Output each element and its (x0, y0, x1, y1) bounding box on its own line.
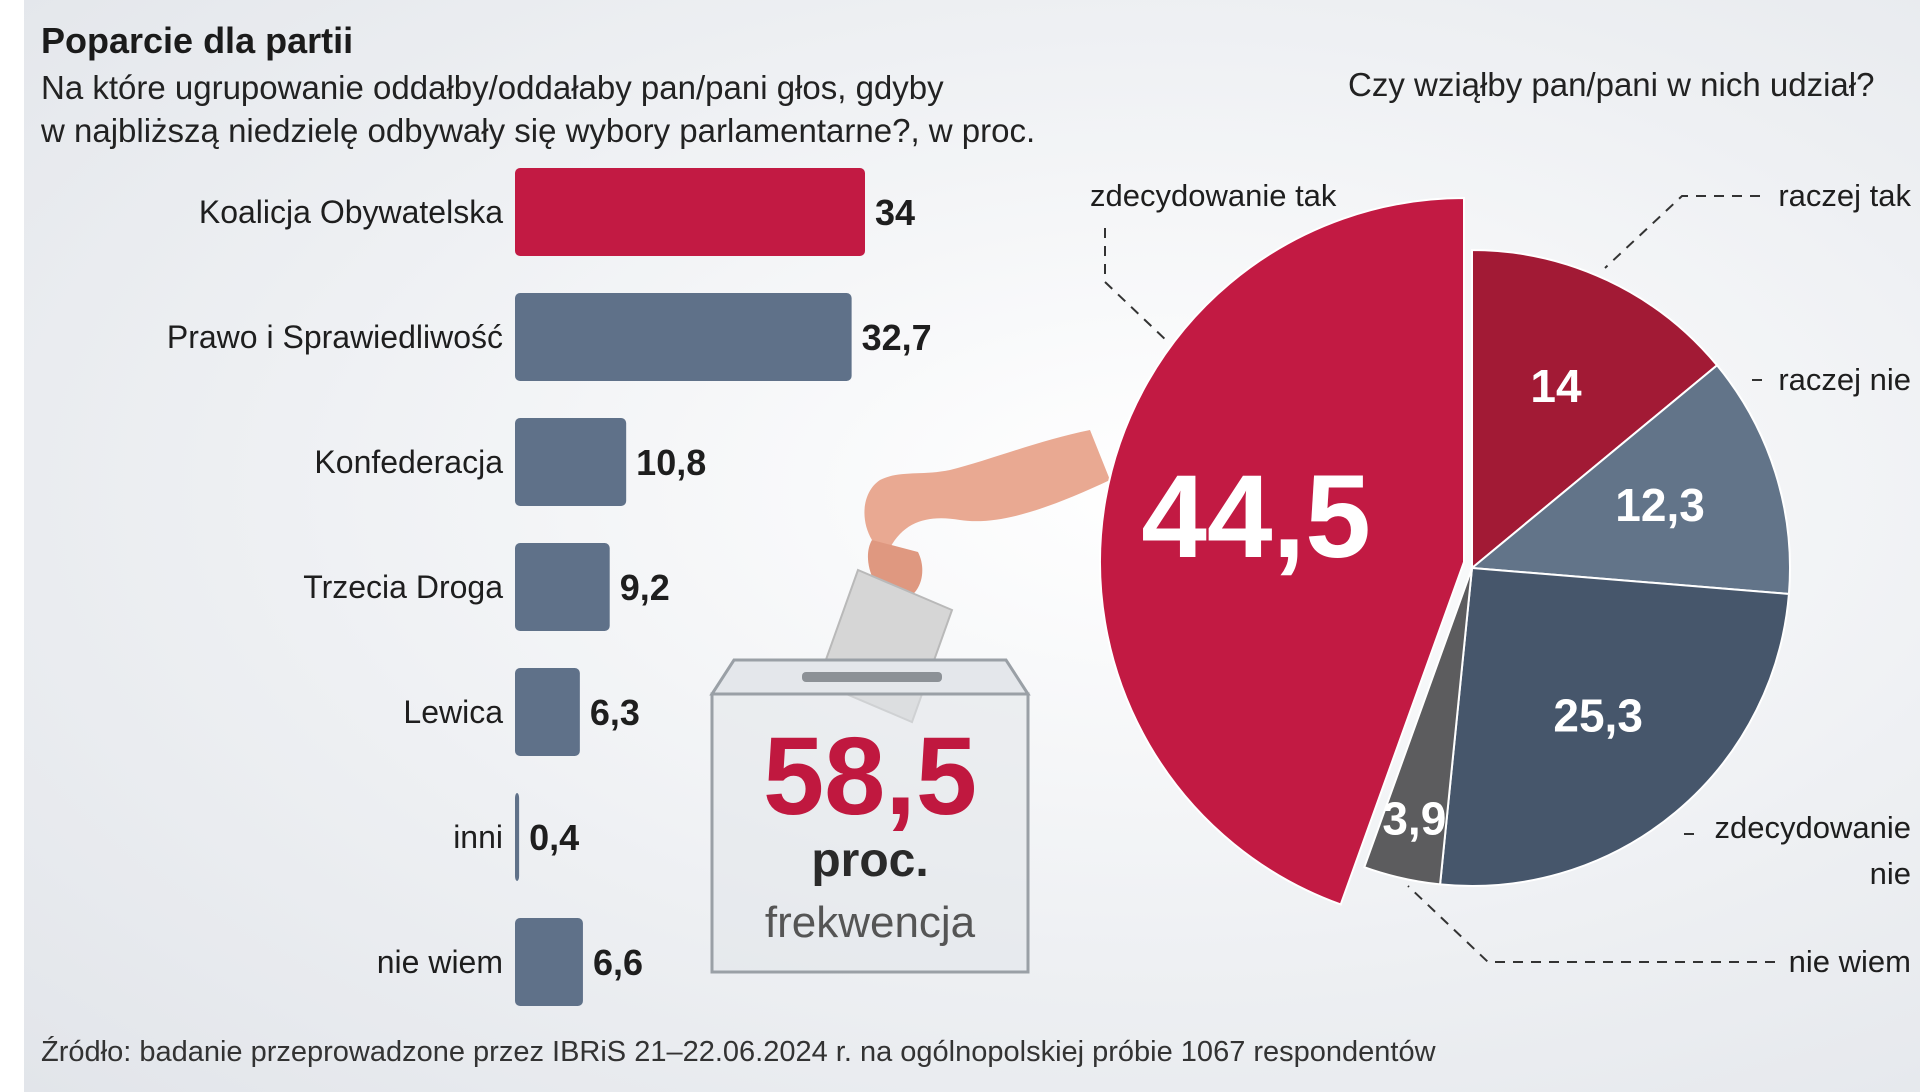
bar-value-lewica: 6,3 (590, 692, 640, 733)
leader-nie-wiem (1407, 885, 1775, 963)
bar-value-prawo-i-sprawiedliwosc: 32,7 (862, 317, 932, 358)
bar-nie-wiem (515, 918, 583, 1006)
turnout-label: frekwencja (764, 898, 976, 947)
bar-label-konfederacja: Konfederacja (314, 444, 503, 480)
bar-value-inni: 0,4 (529, 817, 579, 858)
subtitle-line-2: w najbliższą niedzielę odbywały się wybo… (41, 112, 1036, 149)
pie-chart: 44,5 14 12,3 25,3 3,9 (1099, 196, 1791, 906)
bar-value-trzecia-droga: 9,2 (620, 567, 670, 608)
bar-trzecia-droga (515, 543, 610, 631)
pie-question: Czy wziąłby pan/pani w nich udział? (1348, 66, 1875, 103)
legend-raczej-tak: raczej tak (1778, 178, 1911, 213)
pie-leader-lines (1104, 195, 1775, 963)
pie-value-raczej-tak: 14 (1530, 360, 1582, 412)
bar-value-nie-wiem: 6,6 (593, 942, 643, 983)
bar-lewica (515, 668, 580, 756)
bar-label-lewica: Lewica (403, 694, 503, 730)
subtitle-line-1: Na które ugrupowanie oddałby/oddałaby pa… (41, 69, 944, 106)
bar-prawo-i-sprawiedliwosc (515, 293, 852, 381)
pie-value-zdecydowanie-tak: 44,5 (1141, 451, 1371, 583)
bar-label-nie-wiem: nie wiem (377, 944, 503, 980)
turnout-value: 58,5 (762, 715, 978, 838)
bar-label-trzecia-droga: Trzecia Droga (303, 569, 503, 605)
bar-label-inni: inni (453, 819, 503, 855)
bar-koalicja-obywatelska (515, 168, 865, 256)
source-note: Źródło: badanie przeprowadzone przez IBR… (41, 1036, 1436, 1068)
pie-slice-zdecydowanie-nie (1438, 566, 1791, 887)
legend-zdecydowanie-tak: zdecydowanie tak (1090, 178, 1337, 213)
pie-value-zdecydowanie-nie: 25,3 (1553, 690, 1643, 742)
bar-inni (515, 793, 520, 881)
chart-title: Poparcie dla partii (41, 20, 354, 61)
legend-zdecydowanie-nie-line1: zdecydowanie (1715, 810, 1911, 845)
pie-slice-raczej-nie (1469, 363, 1791, 596)
legend-raczej-nie: raczej nie (1778, 362, 1911, 397)
pie-slice-raczej-tak (1471, 248, 1719, 571)
pie-value-nie-wiem: 3,9 (1382, 792, 1446, 844)
voting-hand-illustration (864, 430, 1110, 600)
bar-label-koalicja-obywatelska: Koalicja Obywatelska (199, 194, 503, 230)
chart-subtitle: Na które ugrupowanie oddałby/oddałaby pa… (41, 66, 1121, 152)
leader-raczej-tak (1604, 195, 1760, 269)
pie-slice-zdecydowanie-tak (1099, 196, 1465, 906)
bar-value-konfederacja: 10,8 (636, 442, 706, 483)
leader-zdecydowanie-tak (1104, 228, 1169, 343)
bar-value-koalicja-obywatelska: 34 (875, 192, 915, 233)
turnout-unit: proc. (811, 834, 929, 887)
pie-slice-nie-wiem (1363, 567, 1473, 886)
bar-chart: Koalicja Obywatelska 34 Prawo i Sprawiedli… (167, 168, 932, 1006)
bar-konfederacja (515, 418, 627, 506)
legend-nie-wiem: nie wiem (1789, 944, 1911, 979)
bar-label-prawo-i-sprawiedliwosc: Prawo i Sprawiedliwość (167, 319, 503, 355)
ballot-box-icon (709, 658, 1031, 974)
legend-zdecydowanie-nie-line2: nie (1870, 856, 1911, 891)
pie-value-raczej-nie: 12,3 (1615, 479, 1705, 531)
